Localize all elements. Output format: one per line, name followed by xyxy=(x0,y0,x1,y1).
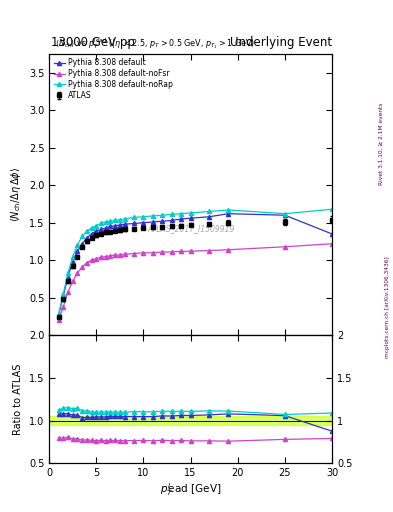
Pythia 8.308 default-noFsr xyxy=(188,248,193,254)
Pythia 8.308 default xyxy=(118,222,122,228)
Pythia 8.308 default xyxy=(70,259,75,265)
Pythia 8.308 default xyxy=(80,241,84,247)
Text: $\langle N_{\rm ch}\rangle$ vs $p_T^{\rm lead}$ ($|\eta|<2.5,\,p_T>0.5$ GeV, $p_: $\langle N_{\rm ch}\rangle$ vs $p_T^{\rm… xyxy=(55,36,255,51)
Line: Pythia 8.308 default: Pythia 8.308 default xyxy=(57,211,334,317)
Pythia 8.308 default-noFsr xyxy=(70,278,75,284)
Pythia 8.308 default-noFsr xyxy=(80,264,84,270)
Pythia 8.308 default-noRap xyxy=(283,210,287,217)
Pythia 8.308 default-noRap xyxy=(226,207,231,213)
Legend: Pythia 8.308 default, Pythia 8.308 default-noFsr, Pythia 8.308 default-noRap, AT: Pythia 8.308 default, Pythia 8.308 defau… xyxy=(52,57,174,101)
Pythia 8.308 default-noRap xyxy=(151,213,155,219)
Pythia 8.308 default xyxy=(61,293,66,300)
Pythia 8.308 default-noRap xyxy=(169,211,174,218)
Pythia 8.308 default-noRap xyxy=(61,291,66,297)
Pythia 8.308 default xyxy=(330,231,334,237)
Pythia 8.308 default-noRap xyxy=(122,216,127,222)
Pythia 8.308 default-noRap xyxy=(113,218,118,224)
Pythia 8.308 default-noFsr xyxy=(61,304,66,310)
Y-axis label: Ratio to ATLAS: Ratio to ATLAS xyxy=(13,364,23,435)
Text: mcplots.cern.ch [arXiv:1306.3436]: mcplots.cern.ch [arXiv:1306.3436] xyxy=(385,257,389,358)
Pythia 8.308 default-noRap xyxy=(70,253,75,260)
Pythia 8.308 default-noFsr xyxy=(94,255,99,262)
Pythia 8.308 default xyxy=(94,228,99,234)
Pythia 8.308 default-noRap xyxy=(66,270,70,276)
Pythia 8.308 default-noFsr xyxy=(141,250,146,256)
Pythia 8.308 default-noFsr xyxy=(226,247,231,253)
Pythia 8.308 default-noRap xyxy=(89,225,94,231)
Pythia 8.308 default xyxy=(132,220,136,226)
Bar xyxy=(49,416,332,425)
Text: Rivet 3.1.10, ≥ 2.1M events: Rivet 3.1.10, ≥ 2.1M events xyxy=(379,102,384,184)
Y-axis label: $\langle N_{\rm ch}/\Delta\eta\,\Delta\phi\rangle$: $\langle N_{\rm ch}/\Delta\eta\,\Delta\p… xyxy=(9,167,23,222)
Pythia 8.308 default xyxy=(75,248,80,254)
Pythia 8.308 default-noRap xyxy=(118,217,122,223)
Pythia 8.308 default-noFsr xyxy=(56,317,61,324)
Pythia 8.308 default xyxy=(108,223,113,229)
Pythia 8.308 default xyxy=(207,214,212,220)
Pythia 8.308 default xyxy=(283,212,287,218)
Pythia 8.308 default xyxy=(122,221,127,227)
Pythia 8.308 default-noFsr xyxy=(99,254,103,260)
Pythia 8.308 default-noRap xyxy=(207,208,212,215)
Pythia 8.308 default-noRap xyxy=(330,206,334,212)
Pythia 8.308 default-noFsr xyxy=(283,244,287,250)
Pythia 8.308 default-noRap xyxy=(56,311,61,317)
Pythia 8.308 default xyxy=(179,216,184,222)
Pythia 8.308 default xyxy=(56,312,61,318)
Pythia 8.308 default-noFsr xyxy=(89,257,94,263)
Pythia 8.308 default-noRap xyxy=(103,219,108,225)
Pythia 8.308 default xyxy=(151,219,155,225)
Pythia 8.308 default-noRap xyxy=(108,218,113,224)
Pythia 8.308 default-noFsr xyxy=(179,248,184,254)
Pythia 8.308 default-noFsr xyxy=(151,250,155,256)
Pythia 8.308 default-noFsr xyxy=(103,253,108,260)
Text: 13000 GeV pp: 13000 GeV pp xyxy=(51,36,135,49)
Pythia 8.308 default xyxy=(188,215,193,221)
Pythia 8.308 default xyxy=(141,220,146,226)
Pythia 8.308 default-noFsr xyxy=(122,251,127,258)
Pythia 8.308 default-noRap xyxy=(160,212,165,218)
Pythia 8.308 default-noRap xyxy=(84,228,89,234)
Pythia 8.308 default xyxy=(84,234,89,241)
Pythia 8.308 default-noFsr xyxy=(118,252,122,258)
Pythia 8.308 default-noFsr xyxy=(108,253,113,259)
Pythia 8.308 default-noRap xyxy=(75,242,80,248)
Pythia 8.308 default-noFsr xyxy=(113,252,118,258)
Pythia 8.308 default-noRap xyxy=(141,214,146,220)
Pythia 8.308 default xyxy=(113,223,118,229)
Pythia 8.308 default xyxy=(103,225,108,231)
Line: Pythia 8.308 default-noFsr: Pythia 8.308 default-noFsr xyxy=(57,242,334,323)
Pythia 8.308 default-noRap xyxy=(179,210,184,217)
Pythia 8.308 default-noRap xyxy=(188,210,193,216)
Pythia 8.308 default xyxy=(226,210,231,217)
Pythia 8.308 default-noFsr xyxy=(66,289,70,295)
Pythia 8.308 default xyxy=(99,226,103,232)
Pythia 8.308 default-noRap xyxy=(80,233,84,239)
Pythia 8.308 default-noFsr xyxy=(84,260,89,266)
Pythia 8.308 default-noRap xyxy=(132,215,136,221)
Pythia 8.308 default xyxy=(169,218,174,224)
Text: Underlying Event: Underlying Event xyxy=(230,36,332,49)
Pythia 8.308 default-noFsr xyxy=(132,250,136,257)
Pythia 8.308 default-noRap xyxy=(94,223,99,229)
Pythia 8.308 default-noFsr xyxy=(160,249,165,255)
X-axis label: $p_T^l\!\!$ead [GeV]: $p_T^l\!\!$ead [GeV] xyxy=(160,481,221,498)
Pythia 8.308 default-noRap xyxy=(99,220,103,226)
Pythia 8.308 default-noFsr xyxy=(207,247,212,253)
Line: Pythia 8.308 default-noRap: Pythia 8.308 default-noRap xyxy=(57,207,334,316)
Pythia 8.308 default-noFsr xyxy=(330,241,334,247)
Pythia 8.308 default-noFsr xyxy=(75,270,80,276)
Pythia 8.308 default xyxy=(66,274,70,280)
Pythia 8.308 default-noFsr xyxy=(169,249,174,255)
Text: ATLAS_2017_I1509919: ATLAS_2017_I1509919 xyxy=(147,224,234,233)
Pythia 8.308 default xyxy=(89,231,94,237)
Pythia 8.308 default xyxy=(160,218,165,224)
